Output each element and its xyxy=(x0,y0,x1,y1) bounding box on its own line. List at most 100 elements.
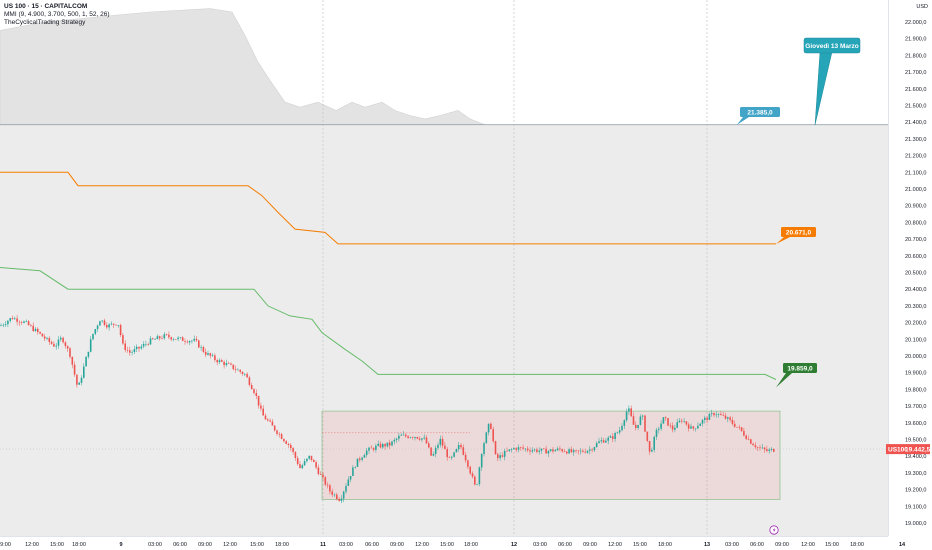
strategy-label[interactable]: TheCyclicalTrading Strategy xyxy=(4,19,86,26)
candle-body xyxy=(602,440,605,443)
x-tick-label: 06:00 xyxy=(173,542,187,548)
candle-body xyxy=(460,445,462,448)
candle-body xyxy=(402,434,405,436)
x-tick-label: 03:00 xyxy=(339,542,353,548)
candle-body xyxy=(391,441,393,446)
candle-body xyxy=(94,329,97,334)
candle-body xyxy=(699,423,701,426)
candle-body xyxy=(547,451,550,454)
candle-body xyxy=(434,447,437,454)
candle-body xyxy=(172,339,175,340)
y-tick-label: 20.400,0 xyxy=(905,287,926,293)
candle-body xyxy=(600,440,603,442)
candle-body xyxy=(379,443,382,448)
candle-body xyxy=(653,436,655,450)
candle-body xyxy=(480,454,483,468)
x-tick-label: 15:00 xyxy=(50,542,64,548)
candle-body xyxy=(453,452,455,457)
x-tick-label: 06:00 xyxy=(750,542,764,548)
candle-body xyxy=(163,334,166,339)
candle-body xyxy=(582,450,584,452)
x-tick-label: 9 xyxy=(119,542,122,548)
x-tick-label: 18:00 xyxy=(72,542,86,548)
cloud-area xyxy=(0,8,486,126)
price-callouts: 21.385,0 20.671,0 19.859,0 Giovedì 13 Marzo xyxy=(737,37,861,388)
x-tick-label: 03:00 xyxy=(533,542,547,548)
candle-body xyxy=(738,427,741,428)
candle-body xyxy=(761,447,764,449)
candle-body xyxy=(39,331,41,334)
candle-body xyxy=(225,363,228,366)
candle-body xyxy=(41,333,44,337)
time-axis[interactable]: 09:00 12:00 15:00 18:00 9 03:00 06:00 09:00 12:0… xyxy=(0,542,906,548)
candle-body xyxy=(108,324,110,328)
y-tick-label: 20.000,0 xyxy=(905,354,926,360)
candle-body xyxy=(756,447,759,448)
candle-body xyxy=(60,337,62,340)
y-tick-label: 21.700,0 xyxy=(905,70,926,76)
candle-body xyxy=(214,355,216,361)
candle-body xyxy=(7,320,9,325)
candle-body xyxy=(646,431,649,441)
candle-body xyxy=(315,462,317,468)
y-tick-label: 19.000,0 xyxy=(905,521,926,527)
candle-body xyxy=(0,325,2,326)
candle-body xyxy=(520,447,522,448)
candle-body xyxy=(729,417,731,420)
candle-body xyxy=(234,369,237,370)
candle-body xyxy=(623,420,626,426)
candle-body xyxy=(64,342,67,347)
candle-body xyxy=(724,415,727,419)
x-tick-label: 09:00 xyxy=(0,542,11,548)
candle-body xyxy=(260,405,262,409)
candle-body xyxy=(131,352,133,353)
candle-body xyxy=(543,448,545,450)
annotation-box[interactable] xyxy=(803,37,861,54)
last-price-symbol: US100 xyxy=(888,446,908,453)
x-tick-label: 18:00 xyxy=(464,542,478,548)
green-level-callout-text: 19.859,0 xyxy=(787,365,813,372)
candle-body xyxy=(216,360,218,363)
candle-body xyxy=(23,321,25,323)
symbol-title[interactable]: US 100 · 15 · CAPITALCOM xyxy=(4,3,88,10)
candle-body xyxy=(329,485,331,492)
candle-body xyxy=(451,456,453,458)
candle-body xyxy=(303,461,306,466)
candle-body xyxy=(421,438,423,440)
candle-body xyxy=(280,434,283,439)
y-tick-label: 21.500,0 xyxy=(905,104,926,110)
candle-body xyxy=(55,345,57,347)
candle-body xyxy=(510,449,513,450)
candle-body xyxy=(375,445,377,450)
candle-body xyxy=(733,423,736,427)
candle-body xyxy=(361,457,363,460)
candle-body xyxy=(423,437,425,439)
candle-body xyxy=(158,336,161,339)
price-axis[interactable]: 22.000,0 21.900,0 21.800,0 21.700,0 21.600,0… xyxy=(905,20,926,527)
x-tick-label: 15:00 xyxy=(633,542,647,548)
candle-body xyxy=(428,443,430,448)
candle-body xyxy=(722,415,724,416)
candle-body xyxy=(469,466,471,474)
candle-body xyxy=(743,430,745,436)
indicator-label[interactable]: MMI (9, 4.900, 3.700, 500, 1, 52, 26) xyxy=(4,11,110,18)
candle-body xyxy=(62,337,64,343)
candle-body xyxy=(526,448,529,451)
candle-body xyxy=(750,439,752,444)
candle-body xyxy=(471,473,474,477)
candle-body xyxy=(559,448,561,450)
flash-icon[interactable] xyxy=(769,525,779,535)
candle-body xyxy=(255,393,258,396)
candle-body xyxy=(237,369,239,371)
candle-body xyxy=(492,429,494,442)
candle-body xyxy=(195,338,198,341)
y-tick-label: 21.600,0 xyxy=(905,87,926,93)
candle-body xyxy=(720,414,722,415)
green-level-callout xyxy=(783,363,817,373)
y-tick-label: 19.600,0 xyxy=(905,421,926,427)
candle-body xyxy=(306,458,308,462)
x-tick-label: 12 xyxy=(511,542,517,548)
candle-body xyxy=(508,449,511,451)
candle-body xyxy=(618,430,621,433)
